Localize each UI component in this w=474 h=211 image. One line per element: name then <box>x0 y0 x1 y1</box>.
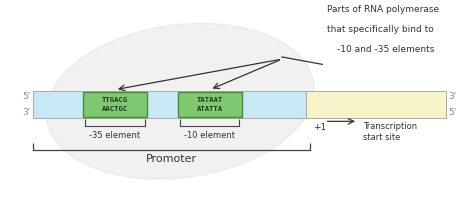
Text: +1: +1 <box>313 123 326 133</box>
Text: Promoter: Promoter <box>146 154 197 164</box>
Text: ATATTA: ATATTA <box>197 106 223 112</box>
Bar <box>178 92 242 117</box>
Text: -10 and -35 elements: -10 and -35 elements <box>337 45 434 54</box>
Text: Transcription
start site: Transcription start site <box>363 122 417 142</box>
Text: TTGACG: TTGACG <box>102 97 128 103</box>
Text: 5': 5' <box>23 92 31 101</box>
Ellipse shape <box>46 23 314 179</box>
Text: that specifically bind to: that specifically bind to <box>327 25 434 34</box>
Bar <box>33 91 306 118</box>
Bar <box>306 91 446 118</box>
Text: AACTGC: AACTGC <box>102 106 128 112</box>
Text: 3': 3' <box>448 92 456 101</box>
Bar <box>83 92 147 117</box>
Text: 5': 5' <box>448 108 456 117</box>
Text: 3': 3' <box>23 108 31 117</box>
Text: Parts of RNA polymerase: Parts of RNA polymerase <box>327 5 439 14</box>
Text: -10 element: -10 element <box>184 131 235 140</box>
Text: -35 element: -35 element <box>90 131 140 140</box>
Text: TATAAT: TATAAT <box>197 97 223 103</box>
